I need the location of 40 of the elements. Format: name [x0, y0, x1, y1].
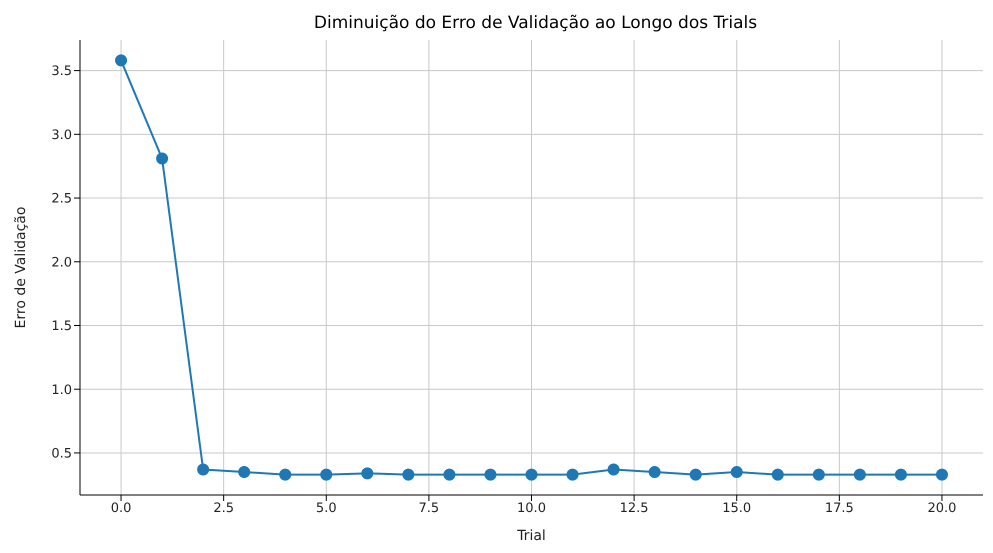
chart-title: Diminuição do Erro de Validação ao Longo dos Trials	[312, 12, 758, 35]
point	[484, 468, 496, 481]
point	[156, 152, 168, 165]
point	[279, 468, 292, 481]
x-tick-label: 10.0	[517, 501, 546, 516]
y-tick-label: 1.5	[51, 319, 72, 334]
point	[402, 468, 414, 481]
x-tick-label: 12.5	[620, 501, 649, 516]
x-tick-label: 5.0	[316, 501, 337, 516]
point	[115, 54, 128, 66]
point	[238, 466, 250, 478]
point	[812, 468, 825, 481]
x-tick-label: 20.0	[927, 501, 956, 516]
point	[894, 468, 907, 481]
x-tick-label: 2.5	[213, 501, 234, 516]
y-tick-label: 3.5	[51, 64, 72, 80]
point	[361, 467, 374, 480]
point	[854, 468, 866, 481]
y-tick-label: 2.5	[51, 192, 72, 207]
point	[936, 468, 948, 481]
point	[566, 468, 579, 481]
y-tick-label: 0.5	[51, 446, 72, 462]
y-axis-title: Erro de Validação	[12, 206, 29, 328]
point	[443, 468, 456, 481]
point	[197, 464, 210, 476]
point	[526, 468, 538, 481]
y-tick-label: 3.0	[51, 128, 72, 143]
y-tick-label: 2.0	[51, 255, 72, 270]
x-tick-label: 17.5	[824, 501, 854, 516]
x-tick-label: 0.0	[110, 501, 132, 516]
point	[772, 468, 784, 481]
y-tick-label: 1.0	[51, 382, 72, 398]
x-tick-label: 7.5	[418, 501, 440, 516]
point	[648, 466, 661, 478]
point	[608, 464, 620, 476]
point	[320, 468, 332, 481]
x-tick-label: 15.0	[722, 501, 752, 516]
point	[690, 468, 702, 481]
x-axis-title: Trial	[516, 528, 546, 544]
point	[730, 466, 743, 478]
